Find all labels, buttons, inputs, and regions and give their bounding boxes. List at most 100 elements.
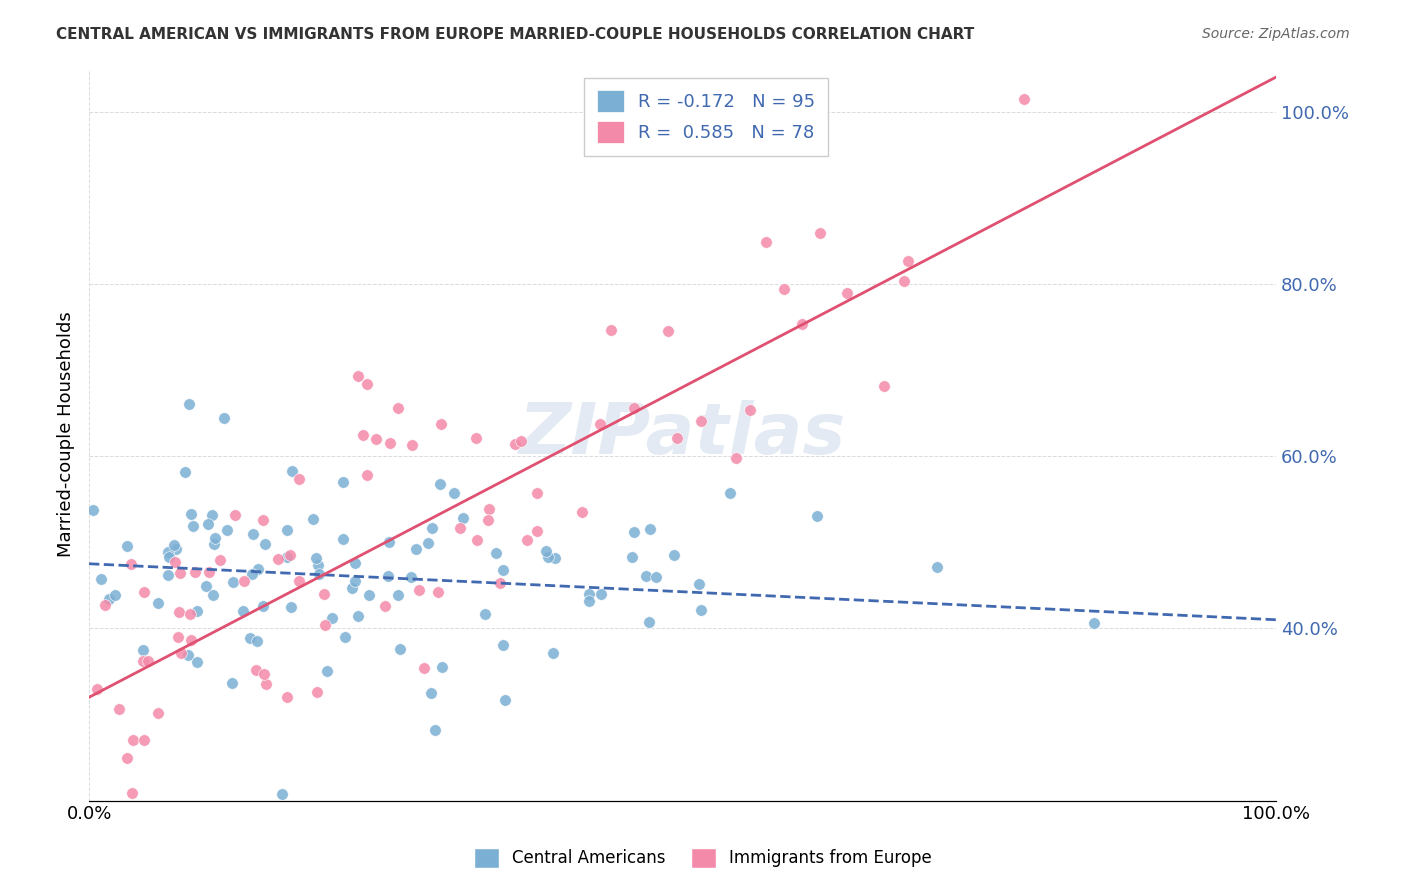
Point	[347, 369, 370, 384]
Point	[245, 664, 267, 678]
Point	[644, 570, 666, 584]
Point	[485, 546, 508, 560]
Point	[419, 685, 441, 699]
Point	[212, 411, 235, 425]
Point	[254, 676, 277, 690]
Point	[252, 513, 274, 527]
Point	[132, 643, 155, 657]
Point	[232, 604, 254, 618]
Point	[405, 542, 427, 557]
Point	[165, 542, 187, 557]
Point	[790, 317, 813, 331]
Point	[666, 431, 689, 445]
Point	[305, 550, 328, 565]
Point	[377, 569, 399, 583]
Point	[117, 539, 139, 553]
Point	[543, 551, 565, 566]
Point	[183, 566, 205, 580]
Point	[399, 570, 422, 584]
Point	[120, 557, 142, 571]
Text: CENTRAL AMERICAN VS IMMIGRANTS FROM EUROPE MARRIED-COUPLE HOUSEHOLDS CORRELATION: CENTRAL AMERICAN VS IMMIGRANTS FROM EURO…	[56, 27, 974, 42]
Point	[315, 664, 337, 678]
Point	[305, 685, 328, 699]
Point	[276, 549, 298, 564]
Point	[233, 574, 256, 588]
Point	[202, 537, 225, 551]
Text: Source: ZipAtlas.com: Source: ZipAtlas.com	[1202, 27, 1350, 41]
Point	[204, 531, 226, 545]
Point	[217, 524, 239, 538]
Point	[267, 552, 290, 566]
Point	[173, 465, 195, 479]
Point	[927, 560, 949, 574]
Point	[465, 533, 488, 547]
Point	[578, 587, 600, 601]
Point	[477, 513, 499, 527]
Point	[240, 566, 263, 581]
Point	[688, 577, 710, 591]
Point	[321, 611, 343, 625]
Point	[621, 549, 644, 564]
Point	[388, 642, 411, 657]
Point	[132, 584, 155, 599]
Point	[755, 235, 778, 250]
Point	[359, 588, 381, 602]
Point	[347, 609, 370, 624]
Point	[537, 549, 560, 564]
Point	[208, 552, 231, 566]
Point	[97, 591, 120, 606]
Point	[340, 581, 363, 595]
Point	[443, 486, 465, 500]
Point	[132, 654, 155, 668]
Text: ZIPatlas: ZIPatlas	[519, 401, 846, 469]
Point	[429, 477, 451, 491]
Point	[333, 630, 356, 644]
Point	[578, 593, 600, 607]
Point	[117, 751, 139, 765]
Point	[177, 397, 200, 411]
Point	[430, 417, 453, 432]
Point	[177, 648, 200, 663]
Point	[571, 505, 593, 519]
Point	[449, 521, 471, 535]
Point	[195, 579, 218, 593]
Point	[416, 536, 439, 550]
Point	[170, 646, 193, 660]
Point	[247, 562, 270, 576]
Point	[343, 574, 366, 589]
Point	[166, 631, 188, 645]
Point	[478, 502, 501, 516]
Point	[474, 607, 496, 621]
Point	[222, 574, 245, 589]
Point	[242, 526, 264, 541]
Point	[253, 536, 276, 550]
Legend: R = -0.172   N = 95, R =  0.585   N = 78: R = -0.172 N = 95, R = 0.585 N = 78	[585, 78, 828, 156]
Point	[516, 533, 538, 548]
Point	[288, 472, 311, 486]
Point	[689, 603, 711, 617]
Point	[252, 599, 274, 613]
Point	[808, 226, 831, 240]
Point	[134, 732, 156, 747]
Point	[156, 568, 179, 582]
Point	[432, 660, 454, 674]
Point	[837, 286, 859, 301]
Point	[690, 413, 713, 427]
Point	[451, 510, 474, 524]
Point	[505, 437, 527, 451]
Point	[314, 618, 336, 632]
Point	[302, 512, 325, 526]
Point	[806, 509, 828, 524]
Point	[662, 548, 685, 562]
Point	[288, 574, 311, 589]
Point	[86, 681, 108, 696]
Point	[201, 508, 224, 522]
Point	[82, 503, 104, 517]
Point	[380, 436, 402, 450]
Point	[526, 524, 548, 539]
Point	[387, 401, 409, 416]
Point	[90, 573, 112, 587]
Point	[352, 427, 374, 442]
Point	[492, 563, 515, 577]
Point	[165, 555, 187, 569]
